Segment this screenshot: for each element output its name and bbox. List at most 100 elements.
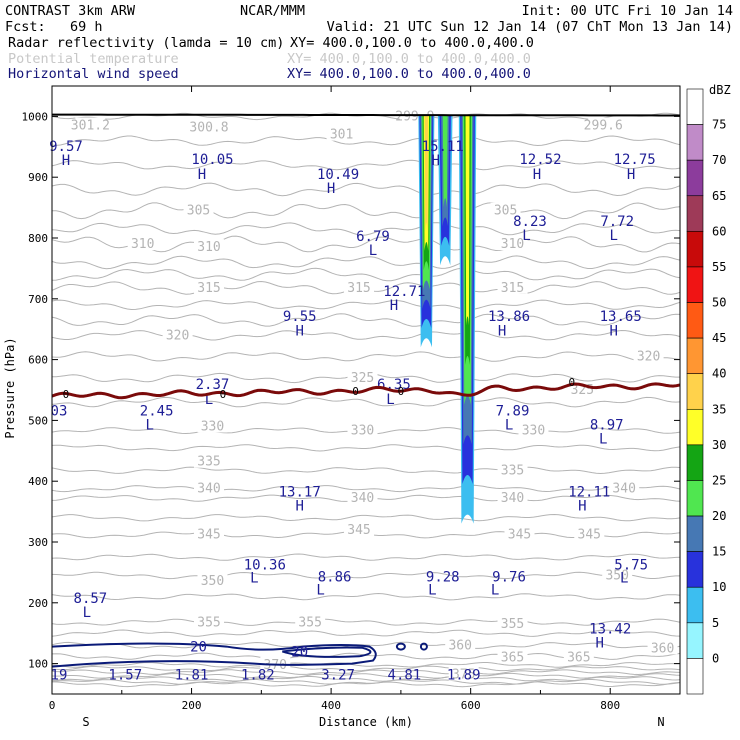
reflectivity-band — [424, 115, 428, 232]
theta-label-bg — [347, 422, 378, 437]
valid-time: Valid: 21 UTC Sun 12 Jan 14 (07 ChT Mon … — [327, 19, 733, 35]
wind-label: L — [83, 605, 91, 621]
wind-label: 12.71 — [383, 284, 425, 300]
colorbar-label: 75 — [712, 118, 726, 132]
zero-label: 0 — [352, 385, 359, 398]
theta-contour-line — [51, 672, 681, 679]
colorbar-label: 5 — [712, 616, 719, 630]
theta-label-bg — [162, 327, 193, 342]
theta-label: 325 — [351, 371, 374, 386]
wind-label: L — [599, 432, 607, 448]
colorbar-swatch — [686, 124, 704, 161]
wind-label: L — [145, 418, 153, 434]
colorbar-label: 70 — [712, 153, 726, 167]
theta-label: 345 — [508, 528, 531, 543]
wind-label: 1.81 — [175, 668, 209, 684]
theta-label: 375 — [452, 668, 475, 683]
wind-label: 1.89 — [447, 668, 481, 684]
theta-label-bg — [602, 567, 633, 582]
colorbar-swatch — [686, 586, 704, 624]
theta-label-bg — [497, 236, 528, 251]
theta-contour-line — [51, 255, 681, 270]
wind-label: L — [491, 582, 499, 598]
theta-label: 330 — [522, 424, 545, 439]
field1-xy: XY= 400.0,100.0 to 400.0,400.0 — [290, 35, 534, 51]
theta-contour-line — [51, 553, 681, 561]
theta-contour-line — [51, 641, 681, 649]
theta-contour-line — [51, 235, 681, 253]
zero-wind-contour — [51, 382, 681, 400]
theta-label: 315 — [197, 281, 220, 296]
theta-label: 310 — [131, 237, 154, 252]
header: CONTRAST 3km ARW NCAR/MMM Init: 00 UTC F… — [5, 3, 733, 82]
y-tick-label: 1000 — [22, 110, 49, 123]
theta-label: 355 — [501, 617, 524, 632]
field1-label: Radar reflectivity (lamda = 10 cm) — [8, 35, 284, 51]
theta-label-bg — [609, 480, 640, 495]
wind-label: L — [505, 418, 513, 434]
wind-label: 9.55 — [283, 309, 317, 325]
theta-contour-line — [51, 135, 681, 147]
colorbar-label: 10 — [712, 580, 726, 594]
x-tick-label: 400 — [321, 699, 341, 712]
colorbar-label: 25 — [712, 473, 726, 487]
theta-label-bg — [574, 526, 605, 541]
wind-label: L — [428, 582, 436, 598]
theta-label-bg — [194, 279, 224, 294]
colorbar-swatch — [686, 373, 704, 410]
field3-label: Horizontal wind speed — [8, 66, 179, 82]
theta-label: 330 — [351, 424, 374, 439]
wind-label: 15.11 — [422, 139, 464, 155]
theta-label: 320 — [637, 350, 660, 365]
theta-label-bg — [445, 637, 476, 652]
wind-contours — [51, 642, 428, 668]
theta-label-bg — [75, 117, 106, 132]
wind-label: L — [205, 392, 213, 408]
wind-label: 2.37 — [196, 377, 230, 393]
colorbar-label: 15 — [712, 545, 726, 559]
reflectivity-band — [442, 115, 448, 208]
theta-label: 340 — [501, 491, 524, 506]
zero-label: 0 — [569, 376, 576, 389]
theta-label-bg — [194, 480, 224, 495]
colorbar-swatch — [686, 231, 704, 268]
y-tick-label: 600 — [28, 354, 48, 367]
theta-label-bg — [497, 490, 528, 505]
wind-label: 2.45 — [140, 404, 174, 420]
y-tick-label: 400 — [28, 475, 48, 488]
theta-label-bg — [347, 490, 378, 505]
center-title: NCAR/MMM — [240, 3, 305, 19]
theta-label: 360 — [651, 641, 674, 656]
y-tick-label: 900 — [28, 171, 48, 184]
reflectivity-cells — [418, 115, 477, 524]
colorbar-label: 0 — [712, 651, 719, 665]
theta-label: 305 — [494, 204, 517, 219]
x-tick-label: 800 — [600, 699, 620, 712]
colorbar-swatch — [686, 622, 704, 659]
wind-label: 1.82 — [241, 668, 275, 684]
theta-label: 301 — [330, 128, 353, 143]
wind-label: 5.75 — [614, 557, 648, 573]
wind-label: 7.72 — [600, 214, 634, 230]
wind-label: 3.27 — [321, 668, 355, 684]
theta-label-bg — [295, 614, 326, 629]
wind-label: H — [498, 323, 506, 339]
theta-label: 310 — [197, 240, 220, 255]
colorbar-swatch — [686, 480, 704, 517]
wind-contour-small — [419, 642, 428, 651]
theta-label: 365 — [501, 651, 524, 666]
wind-label: 9.28 — [426, 570, 460, 586]
theta-contour-line — [51, 665, 681, 672]
colorbar-swatch — [686, 515, 704, 552]
wind-label: H — [295, 323, 303, 339]
theta-label-bg — [326, 126, 357, 141]
model-title: CONTRAST 3km ARW — [5, 3, 136, 19]
theta-label: 355 — [197, 615, 220, 630]
theta-label: 340 — [612, 481, 635, 496]
wind-label: 8.57 — [74, 591, 108, 607]
theta-label: 335 — [501, 463, 524, 478]
theta-label-bg — [490, 202, 521, 217]
